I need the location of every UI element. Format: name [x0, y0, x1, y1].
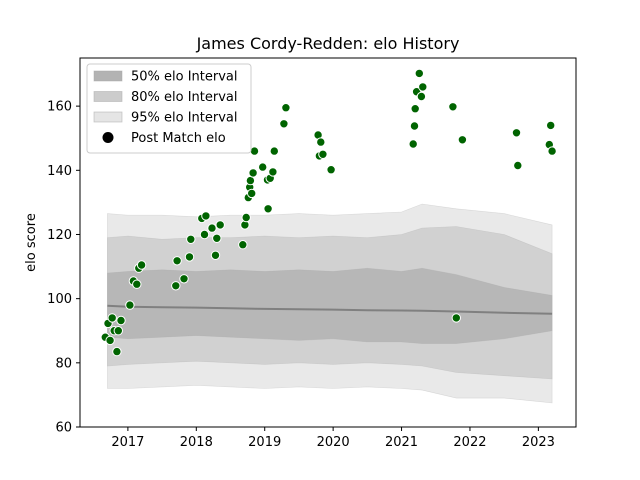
data-point	[186, 234, 196, 245]
data-point	[199, 229, 210, 240]
median-line-group	[107, 304, 553, 315]
data-point	[408, 139, 418, 149]
data-point	[184, 252, 195, 262]
y-tick-label: 160	[47, 100, 72, 115]
data-point	[316, 137, 326, 147]
legend-label: Post Match elo	[131, 131, 226, 146]
data-point	[326, 165, 336, 175]
data-point	[215, 220, 225, 230]
data-point	[210, 250, 221, 261]
x-tick-label: 2018	[180, 435, 213, 450]
data-point	[105, 335, 115, 346]
data-point	[513, 160, 523, 171]
legend-label: 50% elo Interval	[131, 70, 238, 85]
data-point	[125, 300, 135, 310]
legend-marker	[102, 132, 114, 143]
data-point	[258, 162, 268, 172]
data-point	[318, 149, 328, 160]
y-tick-label: 140	[47, 164, 72, 179]
y-tick-label: 100	[47, 292, 72, 307]
legend-label: 80% elo Interval	[131, 90, 238, 105]
data-point	[547, 146, 557, 156]
data-point	[107, 313, 117, 323]
x-tick-label: 2023	[522, 435, 555, 450]
data-point	[172, 256, 182, 266]
data-point	[179, 274, 189, 284]
data-point	[409, 121, 420, 131]
median-line	[107, 304, 553, 315]
data-point	[238, 240, 248, 250]
y-tick-label: 120	[47, 228, 72, 243]
data-point	[451, 313, 461, 323]
legend-box	[86, 63, 252, 154]
data-point	[448, 102, 458, 112]
interval-bands	[107, 203, 553, 404]
axes-frame	[79, 57, 577, 428]
data-point	[212, 233, 222, 244]
legend-swatch	[93, 70, 123, 82]
data-point	[245, 175, 256, 186]
data-point	[269, 146, 279, 156]
x-tick-label: 2020	[317, 435, 350, 450]
x-tick-label: 2019	[248, 435, 281, 450]
data-point	[418, 82, 428, 92]
chart-title: James Cordy-Redden: elo History	[196, 34, 460, 53]
data-point	[136, 260, 147, 270]
data-point	[112, 346, 122, 357]
legend-swatch	[93, 91, 123, 102]
data-point	[416, 91, 427, 102]
legend-label: 95% elo Interval	[131, 111, 238, 126]
data-point	[410, 104, 420, 114]
data-point	[457, 135, 468, 145]
y-tick-label: 80	[55, 356, 72, 371]
data-point	[113, 326, 124, 336]
data-point	[281, 103, 291, 113]
x-tick-label: 2021	[385, 435, 418, 450]
data-point	[201, 211, 211, 221]
data-point	[268, 167, 278, 177]
post-match-points	[100, 68, 557, 357]
data-point	[546, 120, 556, 131]
data-point	[248, 168, 258, 178]
data-point	[279, 119, 289, 129]
data-point	[241, 212, 251, 223]
data-point	[247, 188, 257, 199]
y-tick-label: 60	[55, 421, 72, 436]
y-axis-ticks: 60 80 100 120 140 160	[47, 100, 80, 436]
x-tick-label: 2017	[111, 435, 144, 450]
data-point	[414, 68, 424, 79]
data-point	[132, 279, 142, 289]
data-point	[511, 128, 522, 138]
data-point	[116, 315, 126, 326]
legend: 50% elo Interval 80% elo Interval 95% elo …	[86, 63, 252, 154]
data-point	[263, 204, 273, 214]
y-axis-label: elo score	[24, 213, 39, 272]
legend-swatch	[93, 111, 123, 123]
data-point	[171, 281, 181, 291]
data-point	[249, 146, 260, 156]
data-point	[207, 223, 217, 233]
x-tick-label: 2022	[453, 435, 486, 450]
band-50-interval	[107, 267, 553, 344]
x-axis-ticks: 2017 2018 2019 2020 2021 2022 2023	[111, 427, 555, 450]
